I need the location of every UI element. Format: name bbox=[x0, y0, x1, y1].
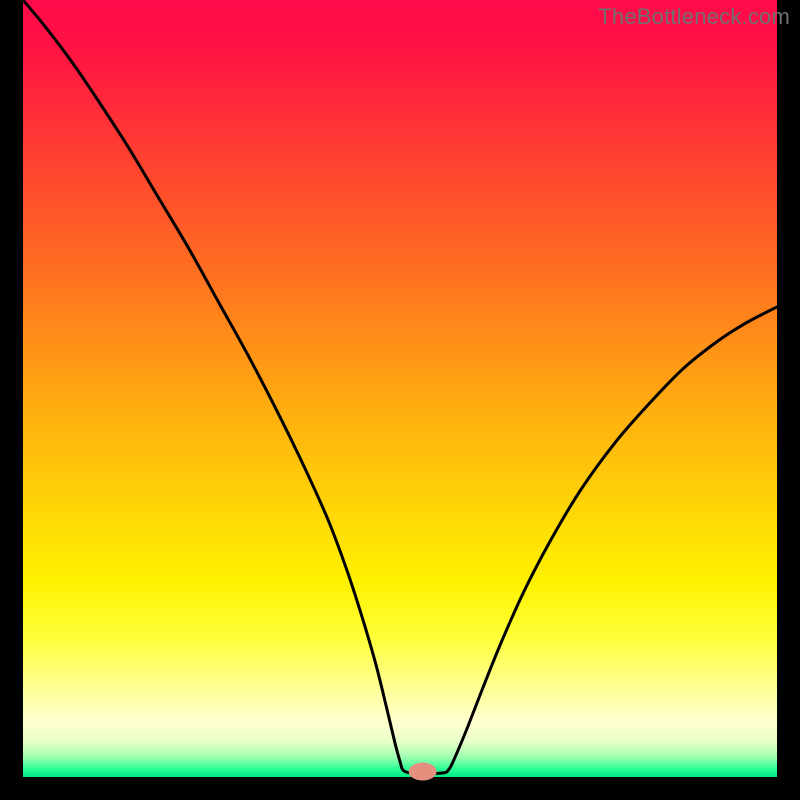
bottleneck-chart: TheBottleneck.com bbox=[0, 0, 800, 800]
chart-canvas bbox=[0, 0, 800, 800]
optimal-point-marker bbox=[409, 763, 437, 781]
branding-watermark: TheBottleneck.com bbox=[598, 4, 790, 30]
